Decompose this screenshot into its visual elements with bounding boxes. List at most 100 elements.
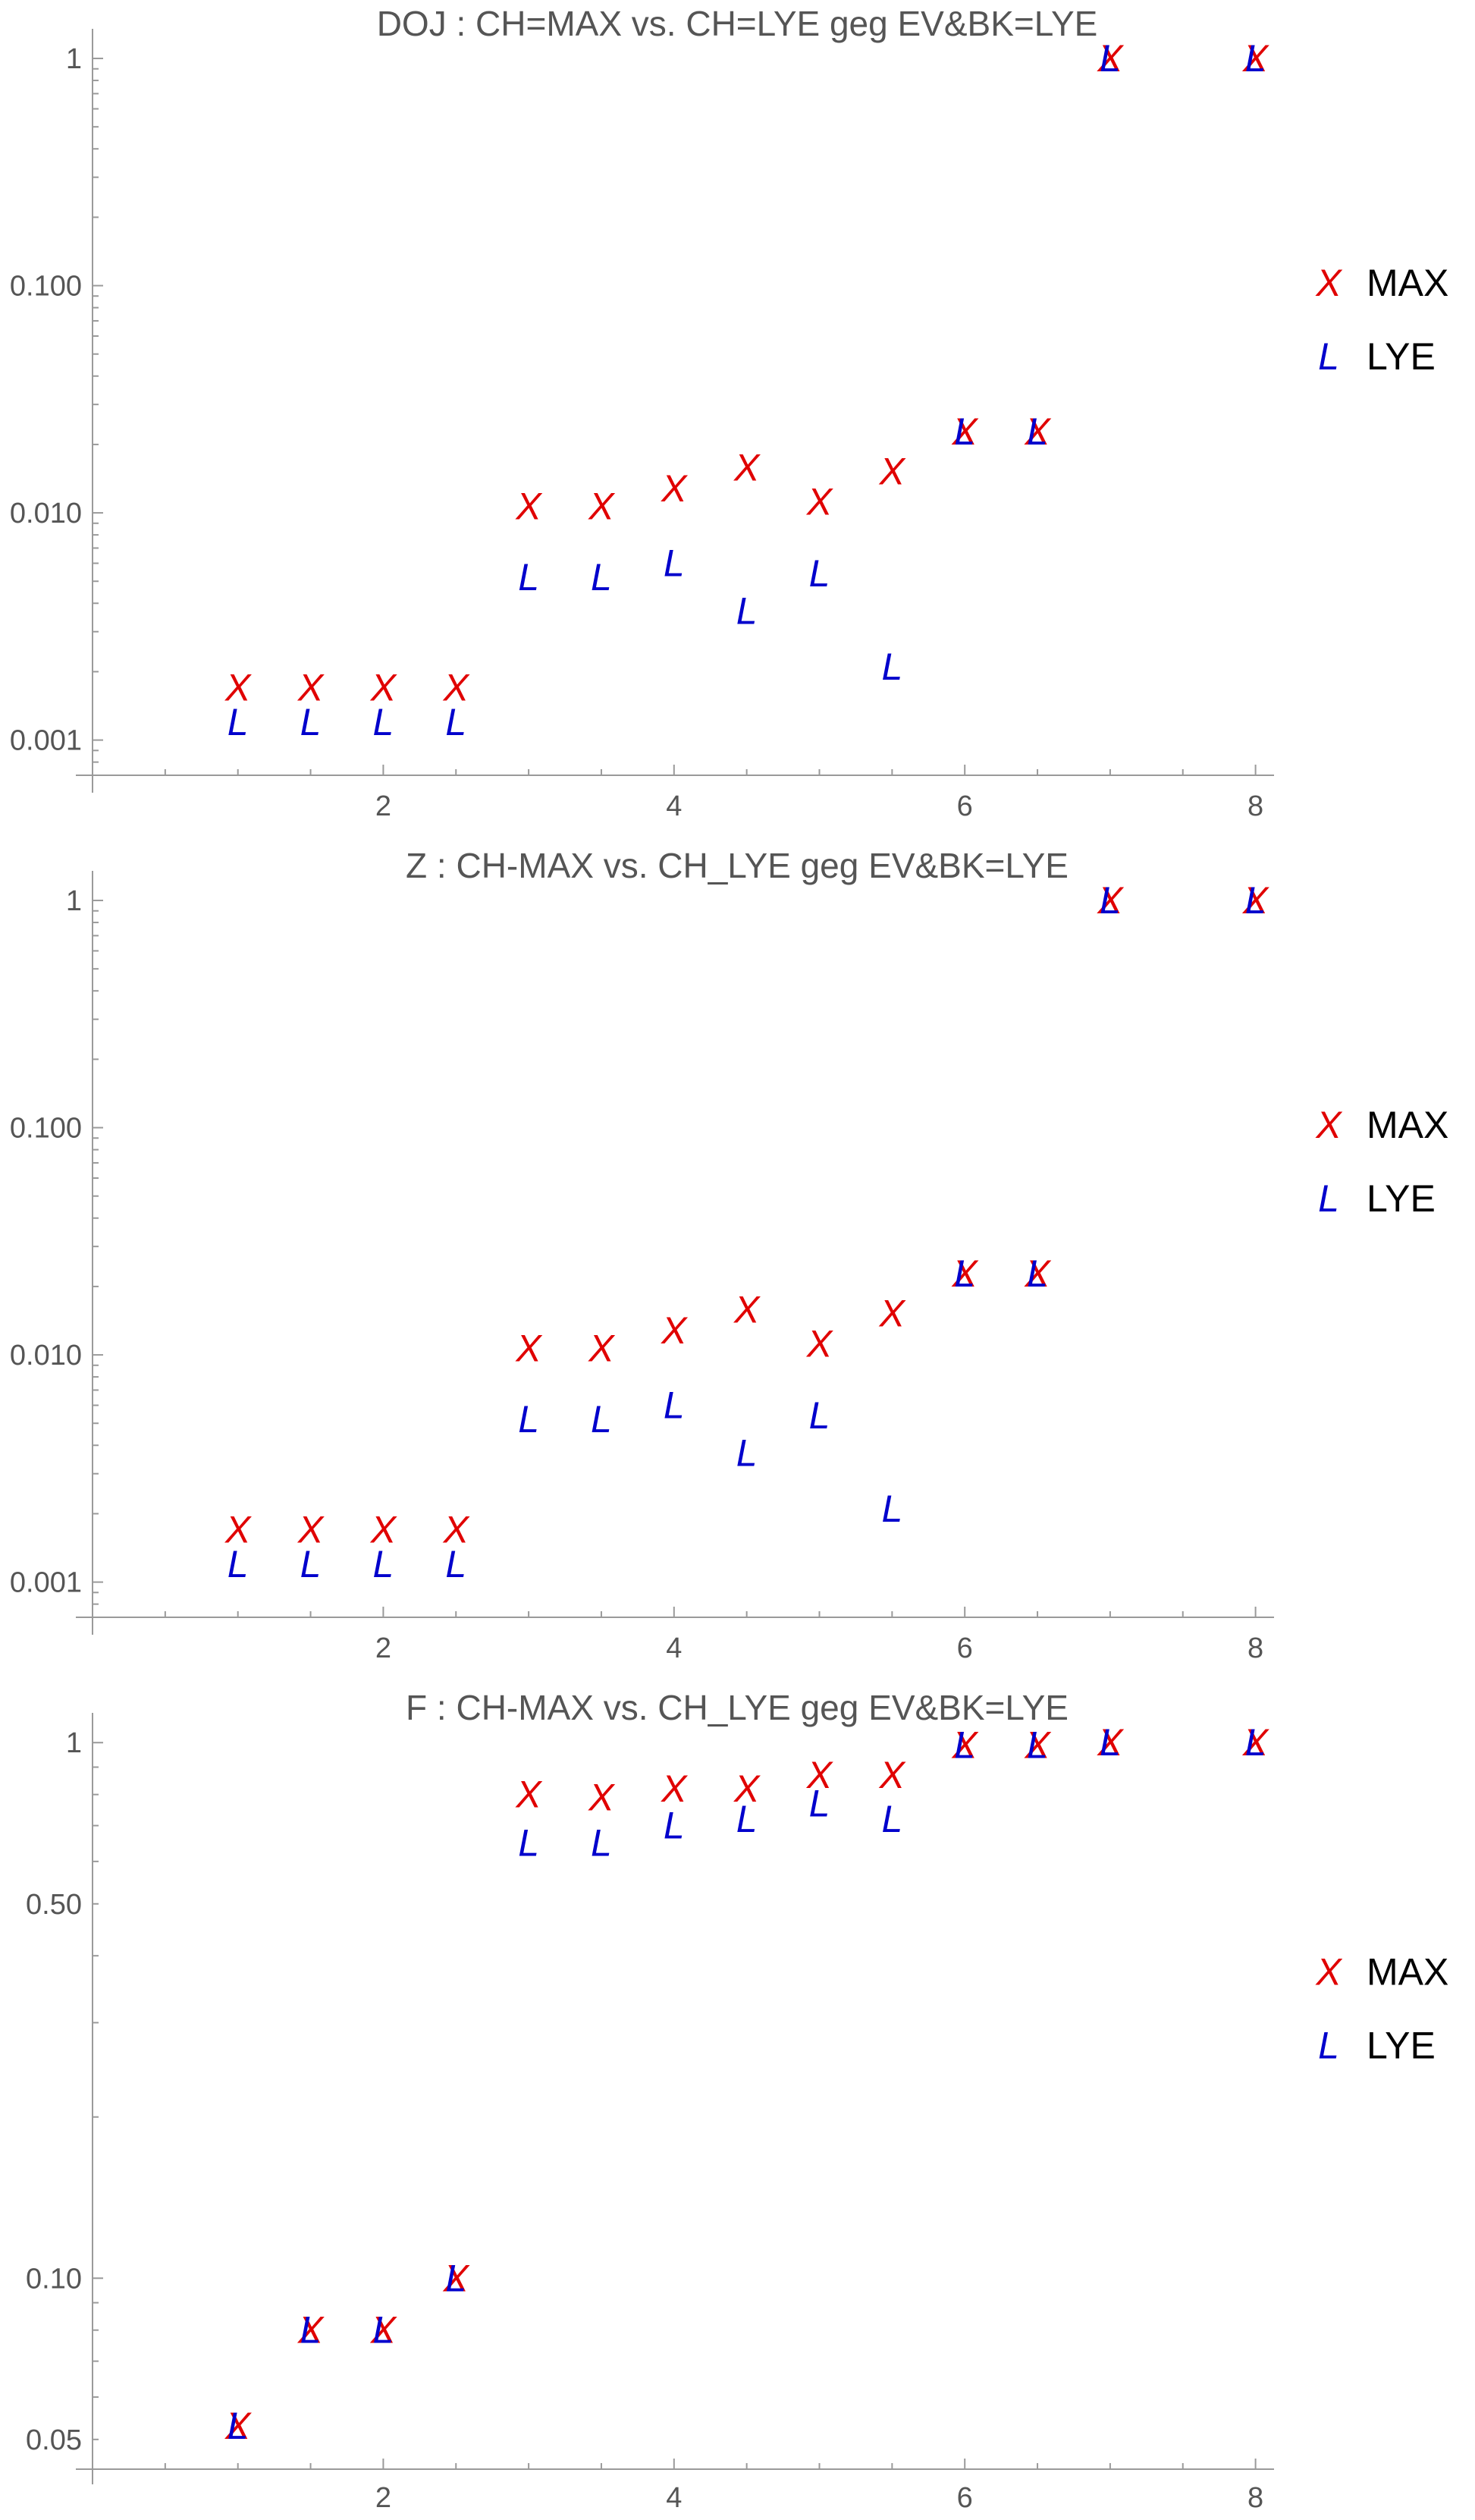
- legend-marker-max: X: [1315, 1104, 1342, 1146]
- data-point-lye: L: [1245, 1721, 1266, 1764]
- legend-label-max: MAX: [1367, 1951, 1448, 1994]
- data-point-lye: L: [518, 1821, 539, 1864]
- data-point-lye: L: [300, 701, 322, 743]
- data-point-max: X: [806, 1322, 833, 1365]
- data-point-max: X: [297, 1509, 325, 1551]
- data-point-lye: L: [954, 1252, 975, 1295]
- data-point-lye: L: [664, 1384, 685, 1427]
- data-point-max: X: [224, 1509, 252, 1551]
- legend-marker-max: X: [1315, 1951, 1342, 1994]
- data-point-max: X: [370, 1509, 397, 1551]
- data-point-max: X: [588, 485, 615, 527]
- x-tick-label: 6: [957, 790, 973, 822]
- x-tick-label: 4: [666, 1632, 682, 1664]
- chart-title: F : CH-MAX vs. CH_LYE geg EV&BK=LYE: [406, 1688, 1069, 1727]
- data-point-lye: L: [1245, 37, 1266, 80]
- data-point-max: X: [733, 447, 761, 489]
- data-point-max: X: [297, 2309, 325, 2352]
- data-point-max: X: [515, 1774, 542, 1816]
- data-point-lye: L: [881, 1798, 902, 1840]
- x-tick-label: 6: [957, 2482, 973, 2514]
- legend-marker-lye: L: [1318, 1177, 1339, 1220]
- data-point-max: X: [588, 1777, 615, 1819]
- data-point-lye: L: [736, 1798, 758, 1840]
- chart-title: Z : CH-MAX vs. CH_LYE geg EV&BK=LYE: [406, 846, 1069, 885]
- data-point-max: X: [1242, 37, 1269, 80]
- data-point-lye: L: [372, 2309, 394, 2352]
- data-point-max: X: [224, 667, 252, 709]
- data-point-lye: L: [809, 1394, 830, 1437]
- x-tick-label: 8: [1247, 1632, 1263, 1664]
- data-point-lye: L: [1100, 37, 1121, 80]
- data-point-max: X: [879, 1293, 906, 1335]
- x-tick-label: 4: [666, 2482, 682, 2514]
- y-tick-label: 0.50: [26, 1889, 82, 1921]
- data-point-lye: L: [881, 1488, 902, 1530]
- data-point-lye: L: [228, 2405, 249, 2447]
- data-point-lye: L: [664, 1805, 685, 1847]
- data-point-max: X: [1242, 879, 1269, 922]
- data-point-max: X: [952, 1252, 979, 1295]
- data-point-lye: L: [954, 1723, 975, 1766]
- y-tick-label: 0.100: [10, 1113, 82, 1145]
- data-point-lye: L: [445, 2257, 466, 2299]
- data-point-max: X: [224, 2405, 252, 2447]
- data-point-lye: L: [1245, 879, 1266, 922]
- data-point-lye: L: [445, 701, 466, 743]
- y-tick-label: 0.010: [10, 1340, 82, 1372]
- data-point-lye: L: [518, 556, 539, 599]
- chart-title: DOJ : CH=MAX vs. CH=LYE geg EV&BK=LYE: [377, 4, 1098, 43]
- data-point-lye: L: [228, 1543, 249, 1585]
- y-tick-label: 1: [66, 1727, 82, 1759]
- data-point-lye: L: [518, 1398, 539, 1441]
- data-point-max: X: [661, 467, 688, 510]
- data-point-lye: L: [664, 542, 685, 585]
- x-tick-label: 2: [375, 1632, 391, 1664]
- data-point-max: X: [1024, 410, 1051, 453]
- data-point-lye: L: [1027, 410, 1048, 453]
- data-point-max: X: [515, 1327, 542, 1369]
- data-point-max: X: [661, 1309, 688, 1352]
- data-point-max: X: [1242, 1721, 1269, 1764]
- data-point-lye: L: [881, 646, 902, 688]
- x-tick-label: 2: [375, 2482, 391, 2514]
- y-tick-label: 0.001: [10, 725, 82, 757]
- data-point-lye: L: [300, 2309, 322, 2352]
- x-tick-label: 2: [375, 790, 391, 822]
- legend-label-lye: LYE: [1367, 335, 1436, 378]
- data-point-max: X: [1097, 37, 1124, 80]
- chart-panel-z: Z : CH-MAX vs. CH_LYE geg EV&BK=LYE 2 4 6 8 0…: [10, 846, 1448, 1664]
- legend-label-lye: LYE: [1367, 2025, 1436, 2067]
- data-point-max: X: [370, 2309, 397, 2352]
- legend-marker-lye: L: [1318, 335, 1339, 378]
- chart-panel-doj: DOJ : CH=MAX vs. CH=LYE geg EV&BK=LYE 2 4 6…: [10, 4, 1448, 822]
- data-point-max: X: [952, 1723, 979, 1766]
- data-point-max: X: [443, 2257, 470, 2299]
- data-point-max: X: [879, 451, 906, 493]
- legend-label-lye: LYE: [1367, 1177, 1436, 1220]
- data-point-lye: L: [300, 1543, 322, 1585]
- data-point-max: X: [952, 410, 979, 453]
- data-point-max: X: [806, 1754, 833, 1796]
- data-point-lye: L: [954, 410, 975, 453]
- data-point-max: X: [1024, 1723, 1051, 1766]
- data-point-lye: L: [591, 1821, 612, 1864]
- data-point-max: X: [443, 1509, 470, 1551]
- data-point-lye: L: [1100, 1721, 1121, 1764]
- data-point-max: X: [370, 667, 397, 709]
- data-point-lye: L: [372, 701, 394, 743]
- data-point-max: X: [1097, 1721, 1124, 1764]
- legend-label-max: MAX: [1367, 1104, 1448, 1146]
- chart-panel-f: F : CH-MAX vs. CH_LYE geg EV&BK=LYE 2 4 6 8 0…: [26, 1688, 1448, 2514]
- data-point-lye: L: [228, 701, 249, 743]
- data-point-lye: L: [1027, 1723, 1048, 1766]
- legend-label-max: MAX: [1367, 262, 1448, 304]
- data-point-lye: L: [1100, 879, 1121, 922]
- data-point-max: X: [515, 485, 542, 527]
- y-tick-label: 0.010: [10, 498, 82, 529]
- data-point-max: X: [1097, 879, 1124, 922]
- y-tick-label: 1: [66, 43, 82, 75]
- y-tick-label: 0.10: [26, 2263, 82, 2295]
- data-point-lye: L: [736, 589, 758, 632]
